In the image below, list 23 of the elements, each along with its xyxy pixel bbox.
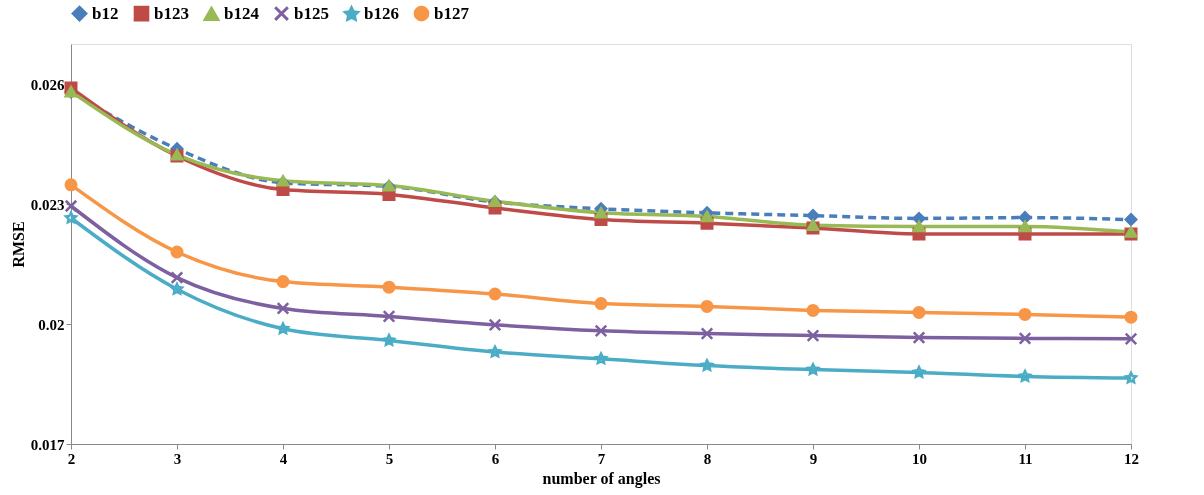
y-tick-label: 0.026	[30, 76, 65, 93]
legend-label: b123	[154, 3, 189, 23]
x-tick-label: 2	[67, 450, 76, 467]
y-axis-title: RMSE	[9, 221, 27, 268]
x-tick-label: 8	[703, 450, 712, 467]
x-tick-label: 6	[491, 450, 500, 467]
x-tick-label: 4	[279, 450, 288, 467]
y-tick-label: 0.023	[30, 196, 65, 213]
legend-label: b124	[224, 4, 260, 24]
x-tick-label: 3	[173, 450, 182, 467]
x-tick-label: 5	[385, 450, 394, 467]
x-tick-label: 11	[1018, 450, 1033, 467]
legend-label: b12	[92, 3, 119, 23]
legend-label: b125	[294, 3, 329, 23]
x-tick-label: 7	[597, 450, 606, 467]
legend-label: b127	[434, 3, 470, 23]
x-tick-label: 9	[809, 450, 818, 467]
x-axis-title: number of angles	[542, 469, 661, 488]
y-tick-label: 0.017	[30, 436, 65, 453]
y-tick-label: 0.02	[38, 316, 65, 333]
legend-label: b126	[364, 4, 399, 24]
x-tick-label: 12	[1124, 450, 1139, 467]
x-tick-label: 10	[912, 450, 927, 467]
